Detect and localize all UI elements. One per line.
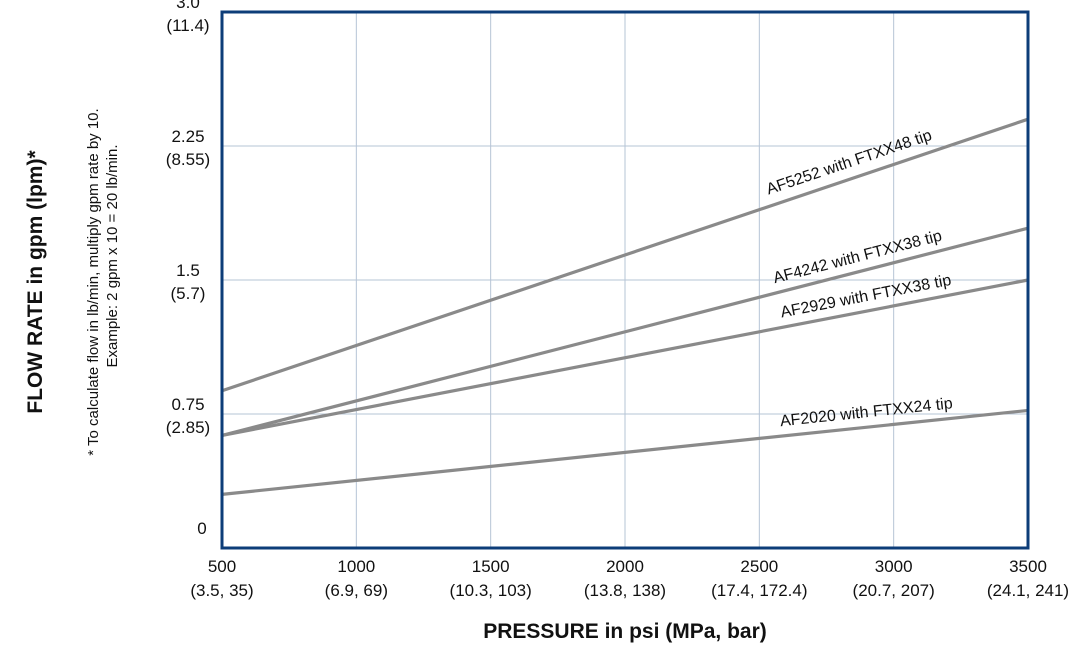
x-tick-sublabel-4: (17.4, 172.4) xyxy=(711,581,807,600)
y-tick-sublabel-3: (8.55) xyxy=(166,150,210,169)
x-axis-title: PRESSURE in psi (MPa, bar) xyxy=(483,620,767,643)
series-line-2 xyxy=(221,278,1029,438)
footnote-line-2: Example: 2 gpm x 10 = 20 lb/min. xyxy=(104,144,121,367)
y-axis-ticks: 0 0.75 (2.85) 1.5 (5.7) 2.25 (8.55) 3.0 (11.4) xyxy=(166,0,210,538)
x-tick-label-3: 2000 xyxy=(606,557,644,576)
series-label-3: AF2020 with FTXX24 tip xyxy=(779,395,953,430)
x-tick-label-5: 3000 xyxy=(875,557,913,576)
series-line-0 xyxy=(221,117,1029,393)
y-tick-label-4: 3.0 xyxy=(176,0,200,12)
y-tick-sublabel-4: (11.4) xyxy=(166,16,209,35)
x-tick-sublabel-2: (10.3, 103) xyxy=(450,581,532,600)
x-tick-sublabel-5: (20.7, 207) xyxy=(853,581,935,600)
y-tick-label-2: 1.5 xyxy=(176,261,200,280)
y-tick-label-0: 0 xyxy=(197,519,206,538)
x-axis-ticks: 500 (3.5, 35) 1000 (6.9, 69) 1500 (10.3, 103)… xyxy=(190,557,1069,600)
x-tick-sublabel-3: (13.8, 138) xyxy=(584,581,666,600)
series-lines xyxy=(221,117,1029,496)
x-tick-sublabel-6: (24.1, 241) xyxy=(987,581,1069,600)
x-tick-label-6: 3500 xyxy=(1009,557,1047,576)
y-tick-sublabel-2: (5.7) xyxy=(171,284,206,303)
x-tick-label-4: 2500 xyxy=(740,557,778,576)
grid-lines xyxy=(222,12,1028,548)
y-tick-label-1: 0.75 xyxy=(171,395,204,414)
y-tick-label-3: 2.25 xyxy=(171,127,204,146)
x-tick-sublabel-1: (6.9, 69) xyxy=(325,581,388,600)
x-tick-label-0: 500 xyxy=(208,557,236,576)
y-tick-sublabel-1: (2.85) xyxy=(166,418,210,437)
footnote-line-1: * To calculate flow in lb/min, multiply … xyxy=(85,108,102,455)
series-label-0: AF5252 with FTXX48 tip xyxy=(764,127,934,199)
series-line-1 xyxy=(221,226,1029,437)
plot-frame xyxy=(220,10,1030,550)
x-tick-sublabel-0: (3.5, 35) xyxy=(190,581,253,600)
series-line-3 xyxy=(221,408,1029,496)
y-axis-title: FLOW RATE in gpm (lpm)* xyxy=(24,150,47,414)
x-tick-label-2: 1500 xyxy=(472,557,510,576)
x-tick-label-1: 1000 xyxy=(337,557,375,576)
